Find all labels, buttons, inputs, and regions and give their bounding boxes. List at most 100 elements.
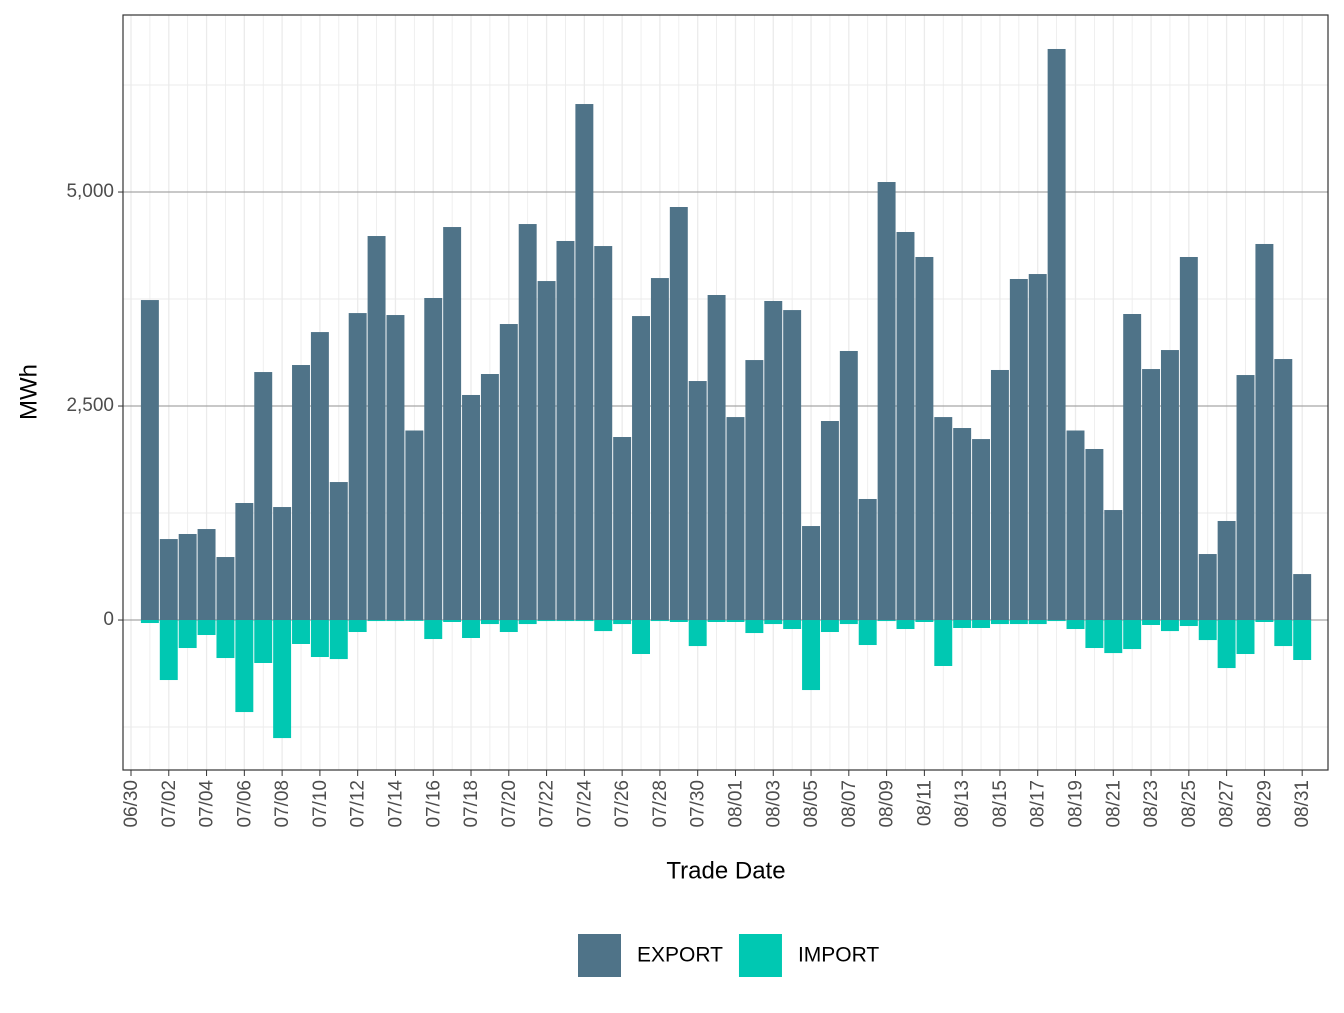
bar: [499, 324, 518, 621]
bar: [197, 620, 216, 636]
bar: [707, 620, 726, 622]
bar: [783, 310, 802, 621]
bar: [462, 394, 480, 621]
bar: [254, 372, 273, 621]
bar: [1009, 620, 1028, 625]
bar: [235, 620, 254, 713]
x-tick-label: 07/16: [423, 780, 444, 828]
bar: [632, 620, 651, 655]
bar: [386, 620, 405, 622]
bar: [575, 620, 594, 622]
bar: [367, 236, 386, 621]
legend-label: EXPORT: [637, 944, 723, 967]
bar: [1047, 48, 1066, 621]
bar: [688, 620, 707, 647]
bar: [858, 498, 877, 621]
bar: [896, 231, 915, 621]
bar: [1198, 620, 1217, 641]
x-tick-label: 08/19: [1066, 780, 1087, 828]
x-tick-label: 07/22: [537, 780, 558, 828]
bar: [1293, 574, 1312, 621]
bar: [613, 620, 632, 625]
bar: [934, 620, 953, 666]
x-tick-label: 08/05: [801, 780, 822, 828]
bar: [1160, 350, 1179, 621]
x-tick-label: 08/01: [725, 780, 746, 828]
x-tick-label: 07/28: [650, 780, 671, 828]
x-tick-label: 08/09: [877, 780, 898, 828]
x-tick-label: 07/24: [574, 780, 595, 828]
x-tick-label: 08/13: [952, 780, 973, 828]
bar: [1198, 554, 1217, 621]
x-tick-label: 08/11: [914, 780, 935, 826]
bar: [348, 620, 367, 633]
bar: [1274, 620, 1293, 647]
bar: [518, 224, 537, 621]
bar: [990, 369, 1009, 621]
bar: [934, 417, 953, 621]
bar: [745, 360, 764, 621]
bar: [1066, 430, 1085, 621]
x-tick-label: 07/26: [612, 780, 633, 828]
bar: [1104, 510, 1123, 621]
bar: [972, 439, 991, 621]
bar: [650, 278, 669, 621]
bar: [990, 620, 1009, 625]
bar: [802, 526, 821, 621]
bar: [1179, 256, 1198, 621]
bar: [329, 620, 348, 660]
x-tick-label: 08/07: [839, 780, 860, 828]
x-tick-label: 07/06: [234, 780, 255, 828]
bar: [896, 620, 915, 630]
bar: [367, 620, 386, 622]
bar: [839, 350, 858, 621]
y-tick-label: 0: [103, 609, 114, 630]
bar: [386, 315, 405, 621]
x-tick-label: 07/02: [159, 780, 180, 828]
x-tick-label: 08/31: [1292, 780, 1313, 828]
bar: [499, 620, 518, 633]
bar: [405, 620, 424, 621]
legend-swatch: [578, 934, 621, 977]
bar: [764, 620, 783, 625]
x-tick-label: 07/18: [461, 780, 482, 828]
x-tick-label: 08/29: [1254, 780, 1275, 828]
bar: [1217, 620, 1236, 669]
bar: [953, 428, 972, 621]
bar: [972, 620, 991, 628]
bar: [594, 620, 613, 632]
bar: [745, 620, 764, 634]
bar: [405, 430, 424, 621]
bar: [1123, 620, 1142, 650]
bar: [915, 620, 934, 622]
bar: [1255, 243, 1274, 621]
bar: [820, 620, 839, 633]
bar: [235, 503, 254, 621]
bar: [159, 539, 178, 621]
bar: [1066, 620, 1085, 630]
x-tick-label: 08/15: [990, 780, 1011, 828]
y-tick-label: 5,000: [66, 181, 114, 202]
bar: [1179, 620, 1198, 627]
y-axis-label: MWh: [15, 364, 42, 420]
x-tick-label: 08/27: [1217, 780, 1238, 828]
bar: [669, 207, 688, 621]
bar: [877, 620, 896, 622]
bar: [1274, 359, 1293, 621]
bar: [537, 281, 556, 621]
bar: [462, 620, 480, 639]
bar: [310, 332, 329, 621]
bar: [953, 620, 972, 628]
bar: [1028, 620, 1047, 625]
x-tick-label: 08/23: [1141, 780, 1162, 828]
bar: [820, 421, 839, 621]
bar: [1123, 314, 1142, 621]
bar: [480, 620, 499, 625]
bar: [915, 256, 934, 621]
bar: [594, 246, 613, 621]
bar: [292, 365, 310, 621]
bar: [858, 620, 877, 646]
bar: [348, 313, 367, 621]
bar: [443, 227, 462, 621]
